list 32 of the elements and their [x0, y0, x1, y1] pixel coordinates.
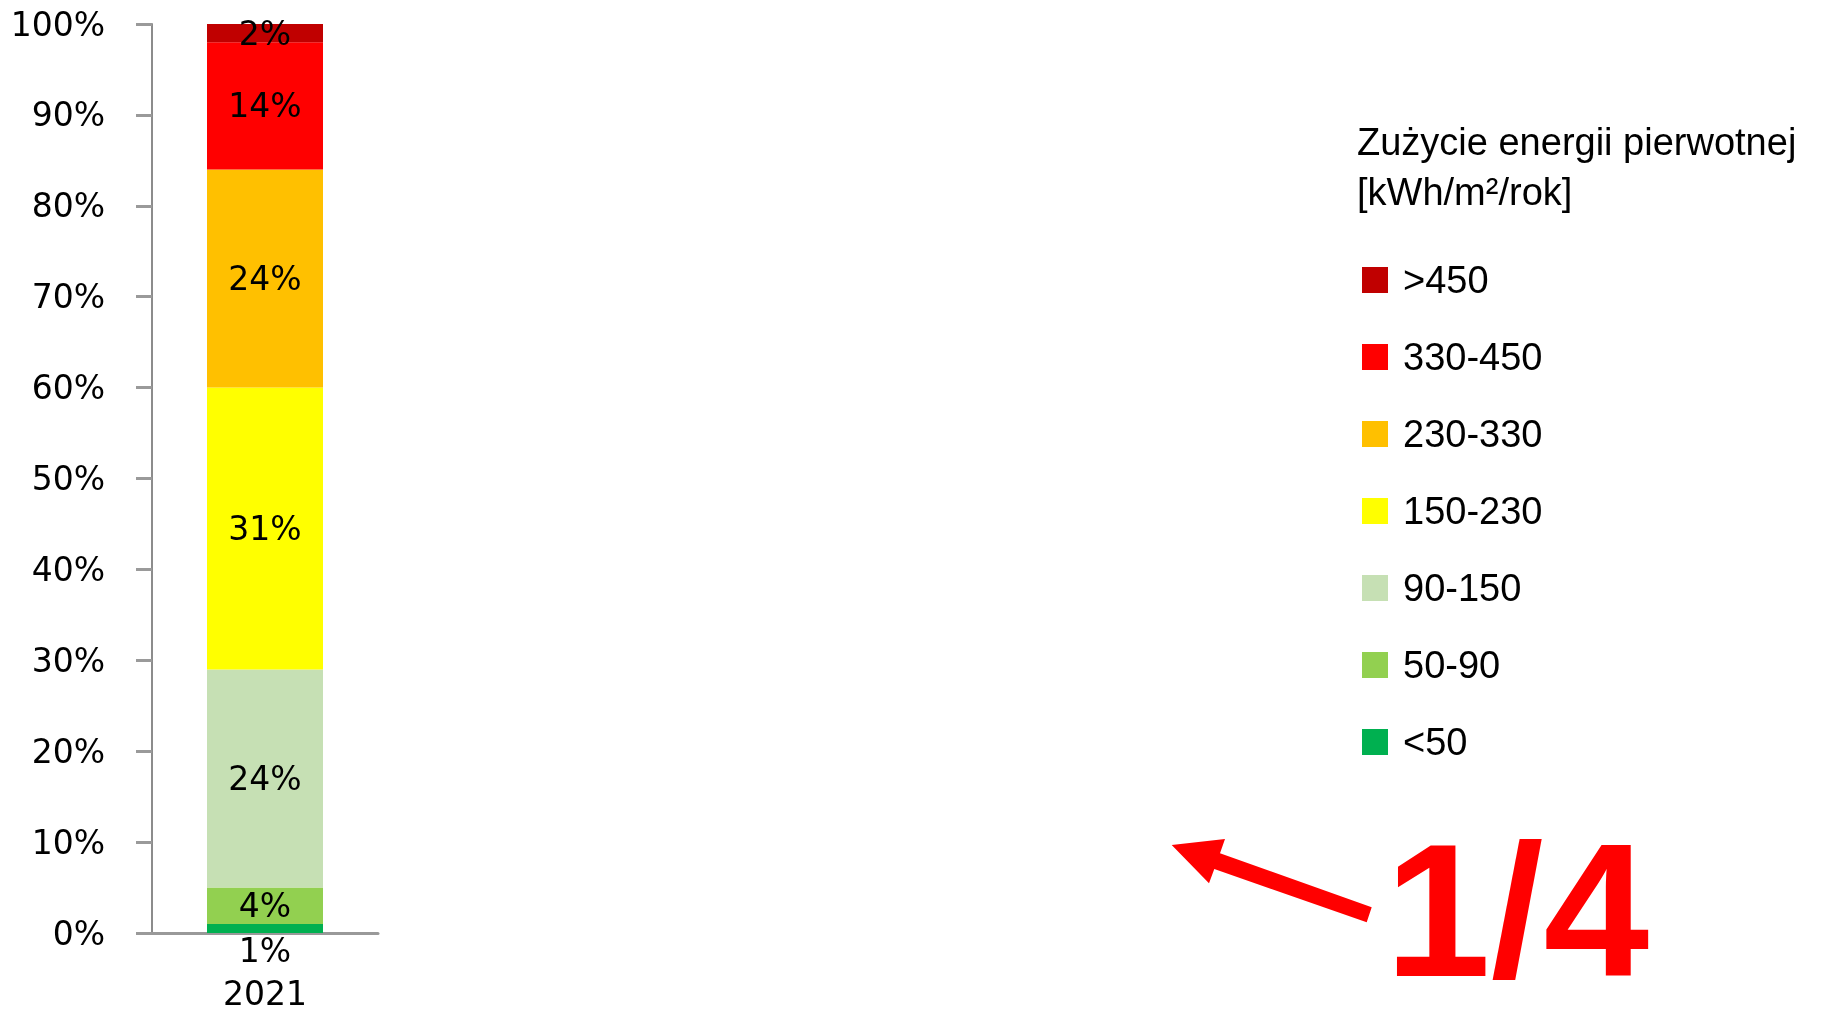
y-tick-label: 10%: [31, 822, 105, 862]
y-tick-label: 60%: [31, 368, 105, 408]
legend-label: 230-330: [1403, 413, 1543, 455]
legend-title: Zużycie energii pierwotnej [kWh/m²/rok]: [1357, 121, 1807, 213]
data-label: 31%: [228, 508, 302, 548]
bar: [207, 923, 323, 933]
y-tick-label: 0%: [52, 913, 105, 953]
legend-label: <50: [1403, 721, 1468, 763]
data-label: 24%: [228, 259, 302, 299]
legend-label: 150-230: [1403, 490, 1543, 532]
data-label: 1%: [238, 931, 292, 970]
y-tick-label: 80%: [31, 186, 105, 226]
y-tick-label: 100%: [10, 4, 105, 44]
y-tick-label: 50%: [31, 459, 105, 498]
bar: [207, 387, 323, 670]
bar: [207, 169, 323, 388]
y-tick-label: 90%: [31, 95, 105, 135]
data-label: 24%: [228, 758, 302, 798]
data-label: 14%: [228, 86, 302, 126]
data-label: 4%: [238, 886, 292, 926]
text: 1/4: [1385, 804, 1650, 1015]
bar: [207, 669, 323, 888]
y-tick-label: 30%: [31, 640, 105, 680]
legend-label: >450: [1403, 259, 1489, 301]
y-tick-label: 20%: [31, 731, 105, 771]
y-tick-label: 40%: [31, 549, 105, 589]
y-tick-label: 70%: [31, 277, 105, 317]
data-label: 2%: [238, 13, 292, 53]
x-tick-label: 2021: [223, 974, 307, 1013]
legend-label: 90-150: [1403, 567, 1522, 609]
legend-label: 50-90: [1403, 644, 1501, 686]
legend-label: 330-450: [1403, 336, 1543, 378]
